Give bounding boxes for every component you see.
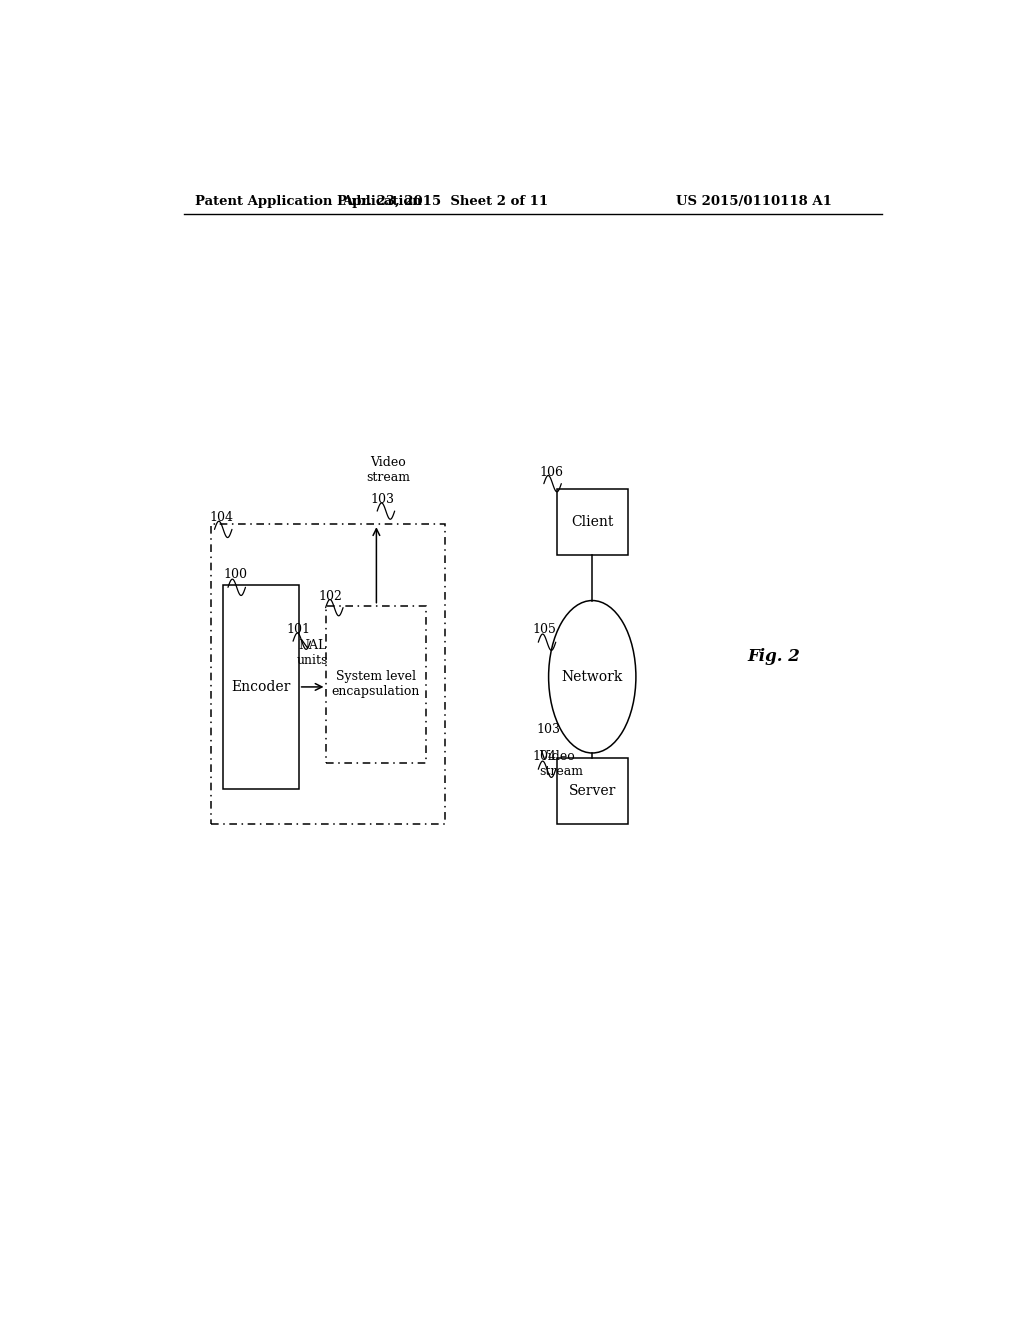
- Text: Fig. 2: Fig. 2: [748, 648, 800, 665]
- Bar: [557, 488, 628, 554]
- Text: NAL
units: NAL units: [296, 639, 328, 667]
- Text: Apr. 23, 2015  Sheet 2 of 11: Apr. 23, 2015 Sheet 2 of 11: [342, 194, 549, 207]
- Text: 103: 103: [370, 492, 394, 506]
- Bar: [211, 524, 445, 824]
- Text: Video
stream: Video stream: [367, 455, 411, 483]
- Text: Patent Application Publication: Patent Application Publication: [196, 194, 422, 207]
- Text: System level
encapsulation: System level encapsulation: [332, 671, 420, 698]
- Text: 104: 104: [210, 511, 233, 524]
- Text: 103: 103: [537, 723, 561, 735]
- Text: 102: 102: [318, 590, 342, 602]
- Ellipse shape: [549, 601, 636, 752]
- Bar: [557, 758, 628, 824]
- Text: Network: Network: [561, 669, 623, 684]
- Text: US 2015/0110118 A1: US 2015/0110118 A1: [676, 194, 831, 207]
- Bar: [223, 585, 299, 788]
- Text: Client: Client: [571, 515, 613, 529]
- Text: Server: Server: [568, 784, 616, 799]
- Text: 101: 101: [287, 623, 310, 636]
- Text: Video
stream: Video stream: [539, 750, 583, 777]
- Text: 106: 106: [539, 466, 563, 479]
- Text: Encoder: Encoder: [231, 680, 291, 694]
- Text: 104: 104: [532, 750, 557, 763]
- Text: 100: 100: [223, 568, 247, 581]
- Text: 105: 105: [532, 623, 557, 636]
- Bar: [327, 606, 426, 763]
